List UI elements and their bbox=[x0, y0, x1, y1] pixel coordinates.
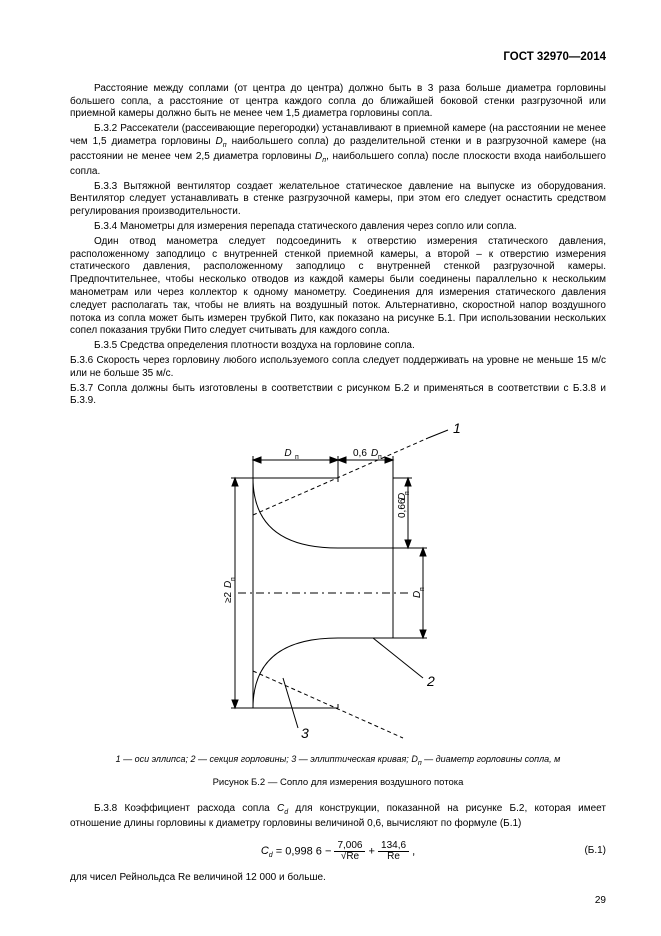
eq-number: (Б.1) bbox=[584, 845, 606, 858]
para-8: Б.3.7 Сопла должны быть изготовлены в со… bbox=[70, 383, 606, 409]
sym-Cd: Cd bbox=[277, 803, 288, 814]
leg-4sym: Dп bbox=[411, 754, 421, 764]
svg-text:п: п bbox=[419, 587, 426, 591]
svg-text:0,6: 0,6 bbox=[353, 448, 367, 459]
svg-text:2: 2 bbox=[426, 673, 435, 689]
para-9: Б.3.8 Коэффициент расхода сопла Cd для к… bbox=[70, 803, 606, 831]
svg-text:≥2: ≥2 bbox=[223, 592, 234, 603]
figure-legend: 1 — оси эллипса; 2 — секция горловины; 3… bbox=[70, 754, 606, 769]
p9a: Б.3.8 Коэффициент расхода сопла bbox=[94, 803, 277, 814]
doc-header: ГОСТ 32970—2014 bbox=[70, 50, 606, 65]
leg-2t: — секция горловины; bbox=[196, 754, 292, 764]
para-4: Б.3.4 Манометры для измерения перепада с… bbox=[70, 221, 606, 234]
para-6: Б.3.5 Средства определения плотности воз… bbox=[70, 340, 606, 353]
svg-text:D: D bbox=[284, 448, 291, 459]
para-3: Б.3.3 Вытяжной вентилятор создает желате… bbox=[70, 181, 606, 219]
para-1: Расстояние между соплами (от центра до ц… bbox=[70, 83, 606, 121]
svg-text:п: п bbox=[295, 454, 299, 461]
svg-text:п: п bbox=[404, 491, 411, 495]
figure-b2: D п 0,6 D п 0,66 D п D п bbox=[193, 418, 483, 748]
leg-1t: — оси эллипса; bbox=[121, 754, 191, 764]
leg-3t: — эллиптическая кривая; bbox=[296, 754, 411, 764]
svg-text:п: п bbox=[378, 454, 382, 461]
para-2: Б.3.2 Рассекатели (рассеивающие перегоро… bbox=[70, 123, 606, 179]
sym-Dn-1: Dп bbox=[216, 136, 227, 147]
svg-text:п: п bbox=[230, 577, 237, 581]
sym-Dn-2: Dп bbox=[315, 151, 326, 162]
svg-text:1: 1 bbox=[453, 420, 461, 436]
para-10: для чисел Рейнольдса Re величиной 12 000… bbox=[70, 872, 606, 885]
formula-b1: Cd = 0,998 6 − 7,006√Re + 134,6Re , (Б.1… bbox=[70, 841, 606, 862]
page-number: 29 bbox=[595, 895, 606, 908]
figure-caption: Рисунок Б.2 — Сопло для измерения воздуш… bbox=[70, 777, 606, 789]
svg-text:3: 3 bbox=[301, 725, 309, 741]
svg-text:0,66: 0,66 bbox=[397, 498, 408, 518]
para-7: Б.3.6 Скорость через горловину любого ис… bbox=[70, 355, 606, 381]
para-5: Один отвод манометра следует подсоединит… bbox=[70, 236, 606, 338]
leg-4t: — диаметр горловины сопла, м bbox=[422, 754, 561, 764]
